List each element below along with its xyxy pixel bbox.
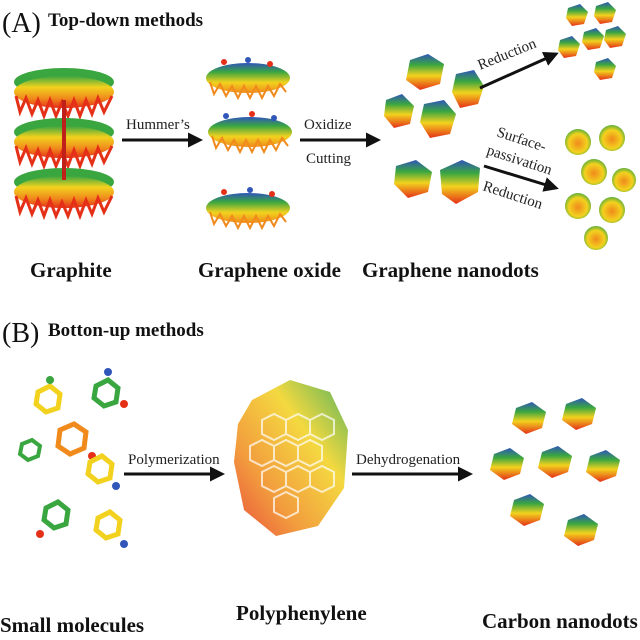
passivation-reduction-arrow (483, 164, 559, 192)
carbon-nanodot (564, 514, 598, 546)
reduced-nanodot (582, 28, 604, 50)
carbon-nanodot (586, 450, 620, 482)
carbon-nanodot (538, 446, 572, 478)
polyphenylene-caption: Polyphenylene (236, 601, 367, 625)
reduced-nanodot (594, 58, 616, 80)
graphene-oxide-sheet (206, 187, 290, 231)
small-molecules-caption: Small molecules (0, 613, 144, 637)
graphite-caption: Graphite (30, 258, 112, 282)
passivated-nanodot (581, 159, 607, 185)
polymerization-label: Polymerization (128, 452, 220, 468)
graphene-fragment (394, 160, 432, 198)
carbon-nanodots-caption: Carbon nanodots (482, 609, 638, 633)
reduced-nanodot (594, 2, 616, 24)
small-molecules-illustration (17, 368, 128, 548)
reduced-nanodot (604, 26, 626, 48)
graphite-sheet (14, 168, 114, 221)
molecule (33, 376, 63, 415)
passivated-nanodot (565, 193, 591, 219)
passivated-nanodot (599, 197, 625, 223)
carbon-nanodot (562, 398, 596, 430)
molecule (36, 499, 71, 538)
graphene-fragment (420, 100, 456, 138)
passivated-nanodot (612, 168, 636, 192)
panel-a-title: Top-down methods (48, 10, 203, 31)
molecule (91, 368, 128, 409)
carbon-nanodot (510, 494, 544, 526)
graphene-fragment (406, 54, 444, 90)
reduced-nanodot (566, 4, 588, 26)
graphene-fragment (384, 94, 414, 128)
graphene-nanodots-illustration (384, 54, 484, 204)
molecule (55, 421, 96, 460)
oxidize-arrow-label: Oxidize (304, 117, 352, 133)
panel-a-letter: (A) (2, 8, 41, 39)
passivated-nanodots-cluster (565, 125, 636, 250)
molecule (93, 509, 128, 548)
reduction-top-arrow (479, 52, 559, 90)
reduced-nanodot (558, 36, 580, 58)
cutting-arrow-label: Cutting (306, 151, 352, 167)
graphite-stack-illustration (14, 68, 114, 221)
panel-b-letter: (B) (2, 318, 39, 349)
carbon-nanodot (490, 448, 524, 480)
graphene-oxide-sheet (206, 57, 290, 101)
molecule (85, 453, 120, 490)
carbon-nanodots-illustration (490, 398, 620, 546)
graphene-fragment (440, 160, 480, 204)
dehydrogenation-label: Dehydrogenation (356, 452, 461, 468)
panel-b-title: Botton-up methods (48, 320, 204, 341)
graphene-oxide-caption: Graphene oxide (198, 258, 341, 282)
graphene-fragment (452, 70, 484, 108)
passivated-nanodot (565, 129, 591, 155)
hummers-arrow-label: Hummer’s (126, 117, 190, 133)
graphene-oxide-illustration (206, 57, 292, 231)
graphene-oxide-sheet (208, 111, 292, 155)
polyphenylene-illustration (234, 380, 348, 536)
reduction-bottom-label: Reduction (481, 179, 545, 213)
carbon-nanodot (512, 402, 546, 434)
reduced-nanodots-cluster (558, 2, 626, 80)
passivated-nanodot (599, 125, 625, 151)
graphene-nanodots-caption: Graphene nanodots (362, 258, 539, 282)
passivated-nanodot (584, 226, 608, 250)
molecule (17, 437, 43, 463)
reduction-top-label: Reduction (476, 36, 540, 74)
graphite-sheet (14, 68, 114, 121)
